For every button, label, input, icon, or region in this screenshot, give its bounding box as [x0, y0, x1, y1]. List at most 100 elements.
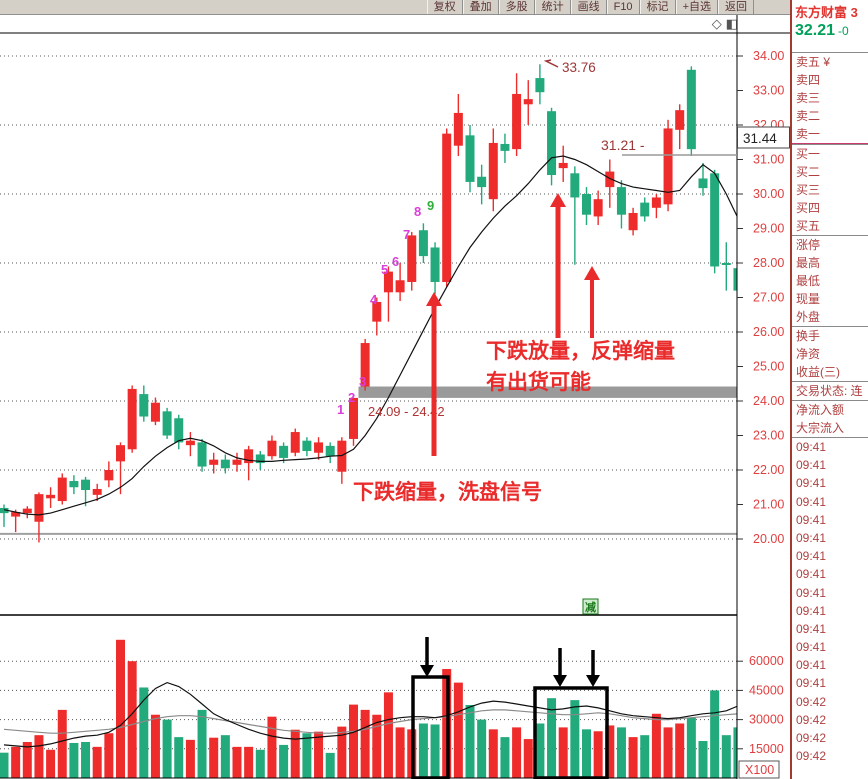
count-label-2: 2 [348, 390, 355, 405]
volume-bar [232, 746, 242, 778]
quote-row[interactable]: 卖三 [796, 91, 821, 105]
toolbar-button-叠加[interactable]: 叠加 [462, 0, 499, 14]
quote-row[interactable]: 卖一 [796, 127, 821, 141]
quote-row: 09:41 [796, 494, 827, 509]
last-price-tag: 31.44 [743, 131, 777, 146]
quote-row[interactable]: 买三 [796, 183, 821, 197]
volume-unit-label: X100 [745, 763, 774, 777]
quote-group: 卖五 ¥ 卖四卖三卖二卖一 [792, 52, 868, 143]
candle-body [605, 171, 615, 188]
quote-group: 净流入额 大宗流入 [792, 400, 868, 437]
volume-bar [57, 709, 67, 778]
volume-bar [127, 661, 137, 778]
volume-bar [488, 729, 498, 778]
volume-bar [547, 698, 557, 778]
quote-row: 净资 [796, 347, 821, 361]
toolbar-button-标记[interactable]: 标记 [639, 0, 676, 14]
black-down-arrowhead [586, 675, 600, 687]
price-axis-label: 27.00 [753, 291, 784, 305]
volume-bar [34, 735, 44, 778]
volume-bar [209, 737, 219, 778]
quote-row: 现量 [796, 292, 821, 306]
candle-body [570, 173, 580, 198]
candle-body [267, 440, 277, 457]
volume-bar [279, 744, 289, 778]
toolbar-button-F10[interactable]: F10 [606, 0, 640, 14]
candle-body [442, 133, 452, 282]
toolbar-button-返回[interactable]: 返回 [718, 0, 754, 14]
candle-body [325, 445, 335, 457]
red-up-arrowhead [550, 193, 566, 207]
quote-row[interactable]: 卖五 ¥ [796, 55, 831, 69]
candle-body [127, 388, 137, 450]
quote-row: 09:42 [796, 731, 827, 745]
toolbar-button-+自选[interactable]: +自选 [675, 0, 718, 14]
candle-body [383, 271, 393, 293]
peak-pointer [543, 59, 559, 68]
candle-body [477, 176, 487, 188]
candle-body [209, 459, 219, 465]
count-label-9: 9 [427, 198, 434, 213]
quote-row: 09:41 [796, 440, 827, 454]
volume-bar [558, 727, 568, 778]
volume-bar [512, 727, 522, 778]
candle-body [116, 445, 125, 462]
count-label-7: 7 [403, 227, 410, 242]
volume-bar [570, 700, 580, 778]
split-square-icon[interactable]: ◧ [725, 16, 738, 31]
candle-body [663, 128, 673, 205]
candle-body [488, 142, 498, 200]
quote-row: 09:42 [796, 694, 827, 709]
candle-body [255, 454, 265, 464]
quote-row[interactable]: 卖四 [796, 73, 821, 87]
quote-row[interactable]: 买二 [796, 165, 821, 179]
diamond-icon[interactable]: ◇ [711, 16, 722, 31]
quote-row[interactable]: 卖二 [796, 109, 821, 123]
note-selling-line1: 下跌放量，反弹缩量 [486, 339, 675, 363]
toolbar-button-多股[interactable]: 多股 [498, 0, 535, 14]
quote-rows: 卖五 ¥ 卖四 卖三 卖二 卖一 买一 买二 买三 买四 买五 涨停 最高 最低 现量 外盘 换手 净资 收益(三… [792, 52, 868, 765]
volume-bar [721, 735, 731, 778]
volume-bar [477, 719, 487, 778]
candlestick-chart[interactable]: 34.0033.0032.0031.0030.0029.0028.0027.00… [0, 0, 790, 779]
candle-body [651, 197, 661, 208]
candle-body [372, 301, 382, 322]
candle-body [139, 394, 149, 417]
volume-bar [395, 727, 405, 778]
volume-bar [710, 690, 720, 778]
toolbar-button-复权[interactable]: 复权 [426, 0, 463, 14]
candle-body [453, 112, 463, 146]
toolbar-button-统计[interactable]: 统计 [534, 0, 571, 14]
toolbar-button-画线[interactable]: 画线 [570, 0, 607, 14]
quote-row[interactable]: 买四 [796, 201, 821, 215]
volume-ma-gray [3, 709, 737, 734]
volume-bar [686, 717, 696, 778]
quote-row[interactable]: 买一 [796, 147, 821, 161]
candle-body [232, 459, 242, 465]
candle-body [710, 173, 720, 267]
count-label-5: 5 [381, 262, 388, 277]
volume-bar [220, 735, 230, 778]
candle-body [430, 247, 440, 282]
volume-axis-label: 45000 [749, 683, 784, 697]
price-axis-label: 33.00 [753, 84, 784, 98]
candle-body [418, 230, 428, 257]
candle-body [523, 99, 533, 105]
candle-body [162, 411, 172, 436]
volume-highlight-box [411, 675, 450, 779]
quote-row: 净流入额 [796, 403, 845, 417]
quote-row[interactable]: 买五 [796, 219, 821, 233]
candle-body [500, 143, 510, 151]
volume-axis-label: 60000 [749, 654, 784, 668]
peak-label: 33.76 [562, 60, 596, 75]
volume-bar [698, 741, 708, 778]
price-row: 32.21 -0 [792, 22, 868, 52]
quote-row: 09:41 [796, 530, 827, 545]
price-axis-label: 23.00 [753, 429, 784, 443]
volume-bar [430, 724, 440, 778]
quote-row: 09:41 [796, 512, 827, 527]
quote-group: 涨停 最高 最低 现量 外盘 [792, 235, 868, 326]
volume-bar [0, 752, 9, 778]
volume-bar [605, 725, 615, 778]
